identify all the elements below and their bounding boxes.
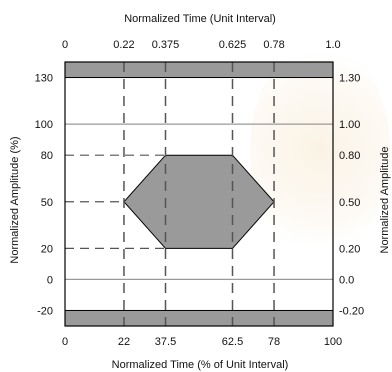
right-tick-label: 1.00 bbox=[339, 119, 360, 131]
bottom-tick-label: 62.5 bbox=[222, 336, 243, 348]
left-axis-title: Normalized Amplitude (%) bbox=[9, 136, 21, 263]
right-tick-label: 0.0 bbox=[339, 274, 354, 286]
right-tick-label: 0.80 bbox=[339, 150, 360, 162]
left-tick-label: 100 bbox=[35, 119, 53, 131]
bottom-tick-label: 100 bbox=[324, 336, 342, 348]
right-tick-label: -0.20 bbox=[339, 305, 364, 317]
top-tick-label: 0 bbox=[62, 39, 68, 51]
hexagon-mask-region bbox=[123, 154, 275, 249]
top-tick-label: 1.0 bbox=[325, 39, 340, 51]
left-tick-label: -20 bbox=[37, 305, 53, 317]
right-tick-label: 0.50 bbox=[339, 197, 360, 209]
bottom-tick-label: 22 bbox=[118, 336, 130, 348]
top-tick-label: 0.78 bbox=[263, 39, 284, 51]
top-tick-label: 0.375 bbox=[152, 39, 180, 51]
top-axis-title: Normalized Time (Unit Interval) bbox=[124, 13, 276, 25]
left-tick-label: 130 bbox=[35, 73, 53, 85]
right-tick-label: 0.20 bbox=[339, 243, 360, 255]
right-axis-title: Normalized Amplitude bbox=[379, 147, 391, 254]
left-tick-label: 20 bbox=[41, 243, 53, 255]
bottom-tick-label: 0 bbox=[62, 336, 68, 348]
bottom-tick-label: 78 bbox=[268, 336, 280, 348]
left-tick-label: 50 bbox=[41, 197, 53, 209]
right-tick-label: 1.30 bbox=[339, 73, 360, 85]
guide-lines-layer bbox=[65, 62, 333, 326]
lower-mask-band bbox=[64, 309, 334, 327]
upper-mask-band bbox=[64, 61, 334, 79]
mask-regions-layer bbox=[64, 61, 334, 327]
plot-frame-layer bbox=[64, 61, 334, 327]
plot-frame bbox=[64, 61, 334, 327]
bottom-axis-title: Normalized Time (% of Unit Interval) bbox=[112, 359, 289, 371]
top-tick-label: 0.22 bbox=[113, 39, 134, 51]
left-tick-label: 80 bbox=[41, 150, 53, 162]
top-tick-label: 0.625 bbox=[219, 39, 247, 51]
tick-labels-layer: 0 0.22 0.375 0.625 0.78 1.00 22 37.5 62.5 78 10013… bbox=[35, 39, 364, 348]
bottom-tick-label: 37.5 bbox=[155, 336, 176, 348]
left-tick-label: 0 bbox=[47, 274, 53, 286]
